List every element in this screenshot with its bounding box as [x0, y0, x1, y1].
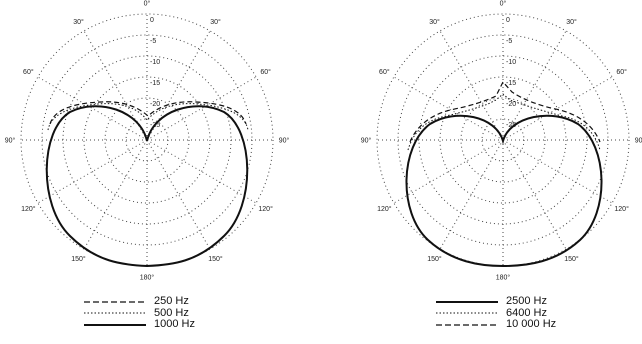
- ring-level-label: -5: [506, 38, 512, 45]
- ring-level-label: -10: [506, 59, 516, 66]
- legend-entry: 500 Hz: [84, 306, 195, 320]
- left-angle-labels: 0° 30° 60° 90° 120° 150° 180° 150° 120° 90° 60° 30°: [5, 0, 290, 282]
- angle-tick-label: 60°: [260, 68, 271, 76]
- polar-ring: [460, 97, 546, 183]
- polar-spoke: [83, 139, 148, 250]
- ring-level-label: 0: [506, 17, 510, 24]
- angle-tick-label: 30°: [73, 18, 84, 26]
- polar-spoke: [37, 139, 148, 204]
- polar-spoke: [502, 139, 613, 204]
- left-curve-250hz: [49, 101, 247, 125]
- legend-label: 6400 Hz: [506, 306, 547, 319]
- angle-tick-label: 120°: [258, 205, 273, 213]
- ring-level-label: -5: [150, 38, 156, 45]
- ring-level-label: -15: [506, 80, 516, 87]
- angle-tick-label: 150°: [71, 255, 86, 263]
- legend-entry: 10 000 Hz: [436, 318, 557, 331]
- ring-level-label: -10: [150, 59, 160, 66]
- polar-spoke: [393, 76, 504, 141]
- polar-ring: [83, 76, 211, 204]
- left-polar-plot: 0° 30° 60° 90° 120° 150° 180° 150° 120° 90° 60° 30°…: [5, 0, 290, 282]
- legend-label: 500 Hz: [154, 306, 189, 319]
- right-legend: 2500 Hz 6400 Hz 10 000 Hz: [436, 295, 557, 331]
- angle-tick-label: 180°: [496, 274, 511, 282]
- legend-entry: 2500 Hz: [436, 295, 556, 308]
- legend-dotted-swatch: [84, 312, 146, 314]
- ring-level-label: -20: [150, 101, 160, 108]
- legend-label: 2500 Hz: [506, 295, 547, 307]
- angle-tick-label: 180°: [140, 274, 155, 282]
- angle-tick-label: 30°: [210, 18, 221, 26]
- polar-spoke: [439, 139, 504, 250]
- angle-tick-label: 90°: [361, 137, 372, 145]
- polar-spoke: [37, 76, 148, 141]
- polar-ring: [376, 13, 630, 267]
- legend-label: 250 Hz: [154, 295, 189, 307]
- left-pickup-curves: [45, 101, 249, 268]
- angle-tick-label: 150°: [564, 255, 579, 263]
- legend-solid-swatch: [436, 300, 498, 303]
- ring-level-label: 0: [150, 17, 154, 24]
- polar-spoke: [146, 139, 257, 204]
- legend-dotted-swatch: [436, 312, 498, 314]
- legend-solid-swatch: [84, 323, 146, 326]
- legend-entry: 1000 Hz: [84, 318, 195, 331]
- angle-tick-label: 120°: [21, 205, 36, 213]
- polar-spoke: [146, 139, 211, 250]
- angle-tick-label: 120°: [377, 205, 392, 213]
- legend-label: 1000 Hz: [154, 318, 195, 330]
- polar-spoke: [146, 76, 257, 141]
- legend-label: 10 000 Hz: [506, 318, 557, 330]
- angle-tick-label: 60°: [23, 68, 34, 76]
- right-polar-plot: 0° 30° 60° 90° 120° 150° 180° 150° 120° 90° 60° 30°…: [361, 0, 642, 282]
- left-curve-1000hz: [45, 105, 249, 268]
- polar-spoke: [502, 139, 567, 250]
- angle-tick-label: 60°: [616, 68, 627, 76]
- ring-level-label: -15: [150, 80, 160, 87]
- legend-dashed-swatch: [84, 301, 146, 303]
- ring-level-label: -20: [506, 101, 516, 108]
- polar-spoke: [439, 30, 504, 141]
- ring-level-label: -25: [506, 122, 516, 129]
- angle-tick-label: 30°: [566, 18, 577, 26]
- polar-spoke: [502, 76, 613, 141]
- right-angle-labels: 0° 30° 60° 90° 120° 150° 180° 150° 120° 90° 60° 30°: [361, 0, 642, 282]
- angle-tick-label: 90°: [5, 137, 16, 145]
- legend-entry: 250 Hz: [84, 295, 195, 308]
- angle-tick-label: 120°: [614, 205, 629, 213]
- right-curve-2500hz: [405, 114, 603, 268]
- polar-spoke: [502, 30, 567, 141]
- right-curve-10000hz: [409, 80, 601, 143]
- legend-dashed-swatch: [436, 324, 498, 326]
- angle-tick-label: 30°: [429, 18, 440, 26]
- right-curve-6400hz: [407, 93, 601, 151]
- polar-ring: [104, 97, 190, 183]
- right-ring-labels: 0 -5 -10 -15 -20 -25: [506, 17, 516, 129]
- left-legend: 250 Hz 500 Hz 1000 Hz: [84, 295, 195, 331]
- legend-entry: 6400 Hz: [436, 306, 556, 320]
- angle-tick-label: 0°: [500, 0, 507, 8]
- polar-ring: [20, 13, 274, 267]
- angle-tick-label: 90°: [279, 137, 290, 145]
- right-pickup-curves: [405, 80, 603, 268]
- right-polar-grid: [376, 13, 630, 267]
- left-polar-grid: [20, 13, 274, 267]
- polar-ring: [439, 76, 567, 204]
- left-curve-500hz: [47, 103, 249, 131]
- angle-tick-label: 0°: [144, 0, 151, 8]
- angle-tick-label: 60°: [379, 68, 390, 76]
- left-ring-labels: 0-5-10-15-20-25: [150, 17, 160, 129]
- angle-tick-label: 90°: [635, 137, 642, 145]
- angle-tick-label: 150°: [427, 255, 442, 263]
- angle-tick-label: 150°: [208, 255, 223, 263]
- polar-spoke: [393, 139, 504, 204]
